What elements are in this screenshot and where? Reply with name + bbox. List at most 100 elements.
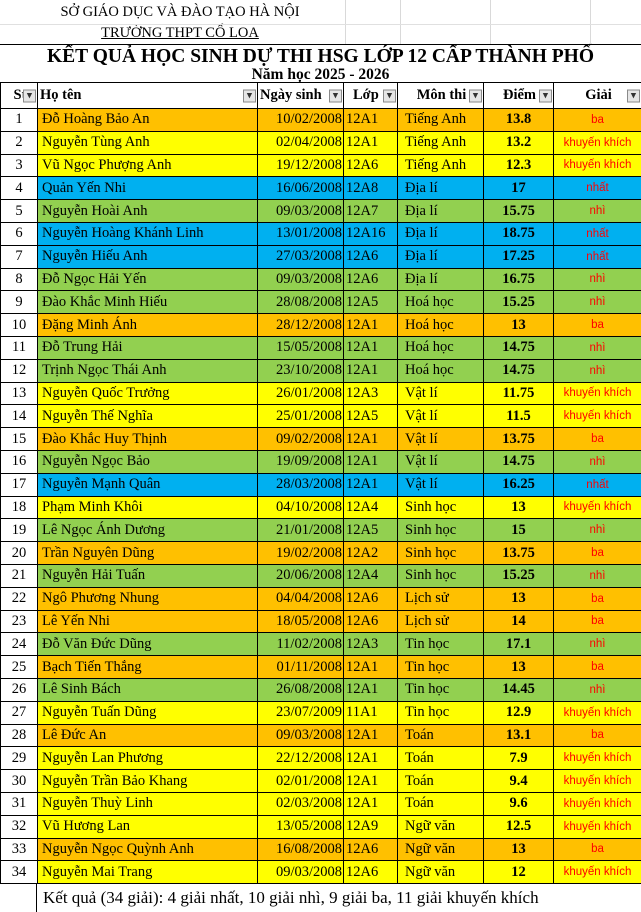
table-row: 18 Phạm Minh Khôi 04/10/2008 12A4 Sinh h…	[0, 495, 641, 520]
score: 13.8	[483, 108, 554, 132]
class-name: 12A6	[343, 244, 398, 269]
award: khuyến khích	[553, 130, 641, 155]
grid-line	[490, 0, 491, 44]
class-name: 12A5	[343, 518, 398, 543]
award: khuyến khích	[553, 769, 641, 793]
birth-date: 15/05/2008	[257, 335, 344, 360]
student-name: Nguyễn Tùng Anh	[37, 130, 258, 155]
birth-date: 16/06/2008	[257, 176, 344, 201]
score: 13	[483, 655, 554, 679]
row-index: 2	[0, 130, 38, 155]
score: 13	[483, 495, 554, 520]
award: nhất	[553, 244, 641, 269]
award: khuyến khích	[553, 495, 641, 520]
document-header: SỞ GIÁO DỤC VÀ ĐÀO TẠO HÀ NỘI TRƯỜNG THP…	[0, 0, 641, 82]
student-name: Nguyễn Hiếu Anh	[37, 244, 258, 269]
class-name: 11A1	[343, 700, 398, 725]
birth-date: 26/08/2008	[257, 677, 344, 702]
subject: Địa lí	[397, 221, 484, 246]
birth-date: 09/03/2008	[257, 860, 344, 885]
subject: Sinh học	[397, 518, 484, 543]
subject: Tin học	[397, 632, 484, 657]
column-header-name: Họ tên ▼	[37, 82, 258, 109]
subject: Hoá học	[397, 313, 484, 337]
student-name: Nguyễn Hoài Anh	[37, 199, 258, 223]
award: ba	[553, 837, 641, 862]
subject: Tiếng Anh	[397, 108, 484, 132]
class-name: 12A6	[343, 153, 398, 178]
subject: Sinh học	[397, 563, 484, 588]
row-index: 7	[0, 244, 38, 269]
grid-line	[0, 24, 641, 25]
student-name: Nguyễn Ngọc Bảo	[37, 449, 258, 474]
student-name: Nguyễn Thuỳ Linh	[37, 791, 258, 816]
subject: Toán	[397, 723, 484, 748]
birth-date: 19/12/2008	[257, 153, 344, 178]
class-name: 12A1	[343, 769, 398, 793]
class-name: 12A6	[343, 609, 398, 634]
row-index: 9	[0, 290, 38, 315]
row-index: 13	[0, 381, 38, 406]
student-name: Nguyễn Trần Bảo Khang	[37, 769, 258, 793]
school-name: TRƯỜNG THPT CỔ LOA	[101, 25, 259, 41]
student-name: Nguyễn Thế Nghĩa	[37, 404, 258, 429]
birth-date: 26/01/2008	[257, 381, 344, 406]
filter-dropdown-icon[interactable]: ▼	[627, 89, 640, 102]
table-row: 19 Lê Ngọc Ánh Dương 21/01/2008 12A5 Sin…	[0, 518, 641, 543]
subject: Toán	[397, 791, 484, 816]
row-index: 1	[0, 108, 38, 132]
award: nhì	[553, 518, 641, 543]
score: 13	[483, 313, 554, 337]
subject: Vật lí	[397, 449, 484, 474]
birth-date: 23/07/2009	[257, 700, 344, 725]
row-index: 30	[0, 769, 38, 793]
row-index: 25	[0, 655, 38, 679]
row-index: 27	[0, 700, 38, 725]
student-name: Đào Khắc Huy Thịnh	[37, 427, 258, 451]
class-name: 12A16	[343, 221, 398, 246]
class-name: 12A6	[343, 586, 398, 611]
score: 15.25	[483, 290, 554, 315]
class-name: 12A1	[343, 427, 398, 451]
class-name: 12A3	[343, 381, 398, 406]
birth-date: 10/02/2008	[257, 108, 344, 132]
award: ba	[553, 541, 641, 565]
award: nhì	[553, 199, 641, 223]
score: 12.9	[483, 700, 554, 725]
row-index: 31	[0, 791, 38, 816]
summary-stt-cell	[0, 884, 37, 912]
column-header-stt: St ▼	[0, 82, 38, 109]
birth-date: 04/04/2008	[257, 586, 344, 611]
row-index: 33	[0, 837, 38, 862]
subject: Tin học	[397, 700, 484, 725]
birth-date: 11/02/2008	[257, 632, 344, 657]
row-index: 16	[0, 449, 38, 474]
table-row: 16 Nguyễn Ngọc Bảo 19/09/2008 12A1 Vật l…	[0, 449, 641, 474]
grid-line	[400, 0, 401, 44]
score: 15	[483, 518, 554, 543]
subject: Địa lí	[397, 199, 484, 223]
summary-row: Kết quả (34 giải): 4 giải nhất, 10 giải …	[0, 884, 641, 912]
score: 12.5	[483, 814, 554, 839]
filter-dropdown-icon[interactable]: ▼	[243, 89, 256, 102]
filter-dropdown-icon[interactable]: ▼	[469, 89, 482, 102]
filter-dropdown-icon[interactable]: ▼	[329, 89, 342, 102]
score: 9.4	[483, 769, 554, 793]
student-name: Lê Sinh Bách	[37, 677, 258, 702]
score: 17.25	[483, 244, 554, 269]
row-index: 21	[0, 563, 38, 588]
birth-date: 27/03/2008	[257, 244, 344, 269]
student-name: Nguyễn Tuấn Dũng	[37, 700, 258, 725]
student-name: Đỗ Ngọc Hải Yến	[37, 267, 258, 292]
filter-dropdown-icon[interactable]: ▼	[23, 89, 36, 102]
filter-dropdown-icon[interactable]: ▼	[383, 89, 396, 102]
award: nhì	[553, 290, 641, 315]
grid-line	[345, 0, 346, 44]
table-row: 33 Nguyễn Ngọc Quỳnh Anh 16/08/2008 12A6…	[0, 837, 641, 862]
subject: Ngữ văn	[397, 860, 484, 885]
student-name: Đào Khắc Minh Hiếu	[37, 290, 258, 315]
filter-dropdown-icon[interactable]: ▼	[539, 89, 552, 102]
table-row: 1 Đỗ Hoàng Bảo An 10/02/2008 12A1 Tiếng …	[0, 108, 641, 132]
student-name: Nguyễn Mạnh Quân	[37, 472, 258, 497]
class-name: 12A8	[343, 176, 398, 201]
